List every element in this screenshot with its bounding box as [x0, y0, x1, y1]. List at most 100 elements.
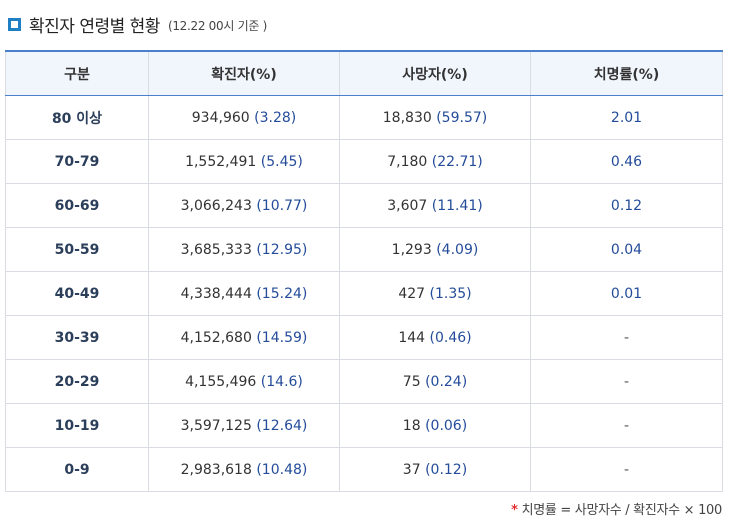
- deaths-percent: (0.06): [425, 417, 468, 434]
- cases-percent: (12.95): [256, 241, 308, 258]
- cases-cell: 3,597,125 (12.64): [148, 403, 340, 448]
- footnote-marker: *: [511, 503, 518, 518]
- table-header-row: 구분 확진자(%) 사망자(%) 치명률(%): [5, 50, 723, 96]
- fatality-value: -: [623, 373, 630, 390]
- table-row: 40-49 4,338,444 (15.24) 427 (1.35) 0.01: [5, 271, 723, 316]
- fatality-value: -: [623, 461, 630, 478]
- cases-value: 3,685,333: [180, 241, 252, 258]
- deaths-cell: 1,293 (4.09): [339, 227, 531, 272]
- cases-value: 4,152,680: [180, 329, 252, 346]
- deaths-cell: 18,830 (59.57): [339, 95, 531, 140]
- cases-percent: (10.48): [256, 461, 308, 478]
- deaths-percent: (59.57): [436, 109, 488, 126]
- fatality-cell: 0.04: [530, 227, 723, 272]
- cases-cell: 1,552,491 (5.45): [148, 139, 340, 184]
- deaths-value: 7,180: [387, 153, 428, 170]
- age-group-cell: 40-49: [5, 271, 149, 316]
- deaths-percent: (11.41): [431, 197, 483, 214]
- deaths-value: 37: [402, 461, 421, 478]
- table-row: 10-19 3,597,125 (12.64) 18 (0.06) -: [5, 403, 723, 448]
- table-row: 0-9 2,983,618 (10.48) 37 (0.12) -: [5, 447, 723, 492]
- deaths-cell: 18 (0.06): [339, 403, 531, 448]
- deaths-percent: (0.46): [429, 329, 472, 346]
- age-group-cell: 80 이상: [5, 95, 149, 140]
- age-group-stats-table: 구분 확진자(%) 사망자(%) 치명률(%) 80 이상 934,960 (3.…: [5, 50, 723, 492]
- age-group-cell: 50-59: [5, 227, 149, 272]
- fatality-cell: 0.46: [530, 139, 723, 184]
- deaths-cell: 37 (0.12): [339, 447, 531, 492]
- deaths-value: 18: [402, 417, 421, 434]
- section-title: 확진자 연령별 현황: [29, 16, 160, 37]
- age-group-cell: 30-39: [5, 315, 149, 360]
- cases-value: 3,597,125: [180, 417, 252, 434]
- cases-cell: 3,066,243 (10.77): [148, 183, 340, 228]
- deaths-cell: 144 (0.46): [339, 315, 531, 360]
- cases-value: 1,552,491: [185, 153, 257, 170]
- cases-cell: 934,960 (3.28): [148, 95, 340, 140]
- age-group-cell: 20-29: [5, 359, 149, 404]
- column-header-group: 구분: [5, 50, 149, 96]
- table-row: 30-39 4,152,680 (14.59) 144 (0.46) -: [5, 315, 723, 360]
- cases-percent: (12.64): [256, 417, 308, 434]
- cases-percent: (14.59): [256, 329, 308, 346]
- age-group-cell: 60-69: [5, 183, 149, 228]
- age-group-cell: 70-79: [5, 139, 149, 184]
- deaths-percent: (4.09): [436, 241, 479, 258]
- cases-cell: 2,983,618 (10.48): [148, 447, 340, 492]
- fatality-value: 0.46: [610, 153, 643, 170]
- table-row: 60-69 3,066,243 (10.77) 3,607 (11.41) 0.12: [5, 183, 723, 228]
- fatality-value: -: [623, 329, 630, 346]
- deaths-cell: 427 (1.35): [339, 271, 531, 316]
- cases-cell: 3,685,333 (12.95): [148, 227, 340, 272]
- table-row: 70-79 1,552,491 (5.45) 7,180 (22.71) 0.46: [5, 139, 723, 184]
- fatality-value: 0.12: [610, 197, 643, 214]
- deaths-value: 18,830: [382, 109, 432, 126]
- column-header-deaths: 사망자(%): [339, 50, 531, 96]
- fatality-cell: -: [530, 315, 723, 360]
- fatality-value: 2.01: [610, 109, 643, 126]
- fatality-cell: 0.12: [530, 183, 723, 228]
- footnote-text: 치명률 = 사망자수 / 확진자수 × 100: [521, 503, 723, 518]
- table-row: 80 이상 934,960 (3.28) 18,830 (59.57) 2.01: [5, 95, 723, 140]
- cases-percent: (14.6): [260, 373, 303, 390]
- deaths-percent: (22.71): [431, 153, 483, 170]
- age-group-cell: 10-19: [5, 403, 149, 448]
- cases-value: 2,983,618: [180, 461, 252, 478]
- cases-percent: (3.28): [254, 109, 297, 126]
- cases-cell: 4,155,496 (14.6): [148, 359, 340, 404]
- deaths-cell: 75 (0.24): [339, 359, 531, 404]
- table-body: 80 이상 934,960 (3.28) 18,830 (59.57) 2.01 70-…: [5, 95, 723, 492]
- fatality-value: -: [623, 417, 630, 434]
- cases-value: 4,338,444: [180, 285, 252, 302]
- deaths-cell: 3,607 (11.41): [339, 183, 531, 228]
- cases-value: 934,960: [191, 109, 250, 126]
- deaths-value: 1,293: [391, 241, 432, 258]
- table-row: 20-29 4,155,496 (14.6) 75 (0.24) -: [5, 359, 723, 404]
- cases-percent: (5.45): [260, 153, 303, 170]
- section-heading: 확진자 연령별 현황 (12.22 00시 기준 ): [8, 10, 267, 38]
- deaths-percent: (1.35): [429, 285, 472, 302]
- fatality-cell: 0.01: [530, 271, 723, 316]
- cases-percent: (15.24): [256, 285, 308, 302]
- fatality-value: 0.01: [610, 285, 643, 302]
- table-row: 50-59 3,685,333 (12.95) 1,293 (4.09) 0.04: [5, 227, 723, 272]
- footnote: * 치명률 = 사망자수 / 확진자수 × 100: [511, 499, 722, 518]
- reference-time: (12.22 00시 기준 ): [167, 18, 267, 33]
- fatality-value: 0.04: [610, 241, 643, 258]
- deaths-percent: (0.24): [425, 373, 468, 390]
- fatality-cell: -: [530, 447, 723, 492]
- column-header-cases: 확진자(%): [148, 50, 340, 96]
- cases-cell: 4,338,444 (15.24): [148, 271, 340, 316]
- deaths-value: 75: [402, 373, 421, 390]
- cases-value: 3,066,243: [180, 197, 252, 214]
- cases-value: 4,155,496: [185, 373, 257, 390]
- deaths-cell: 7,180 (22.71): [339, 139, 531, 184]
- deaths-percent: (0.12): [425, 461, 468, 478]
- deaths-value: 3,607: [387, 197, 428, 214]
- deaths-value: 144: [398, 329, 426, 346]
- column-header-fatality: 치명률(%): [530, 50, 723, 96]
- fatality-cell: -: [530, 403, 723, 448]
- fatality-cell: 2.01: [530, 95, 723, 140]
- square-bullet-icon: [8, 17, 21, 31]
- deaths-value: 427: [398, 285, 426, 302]
